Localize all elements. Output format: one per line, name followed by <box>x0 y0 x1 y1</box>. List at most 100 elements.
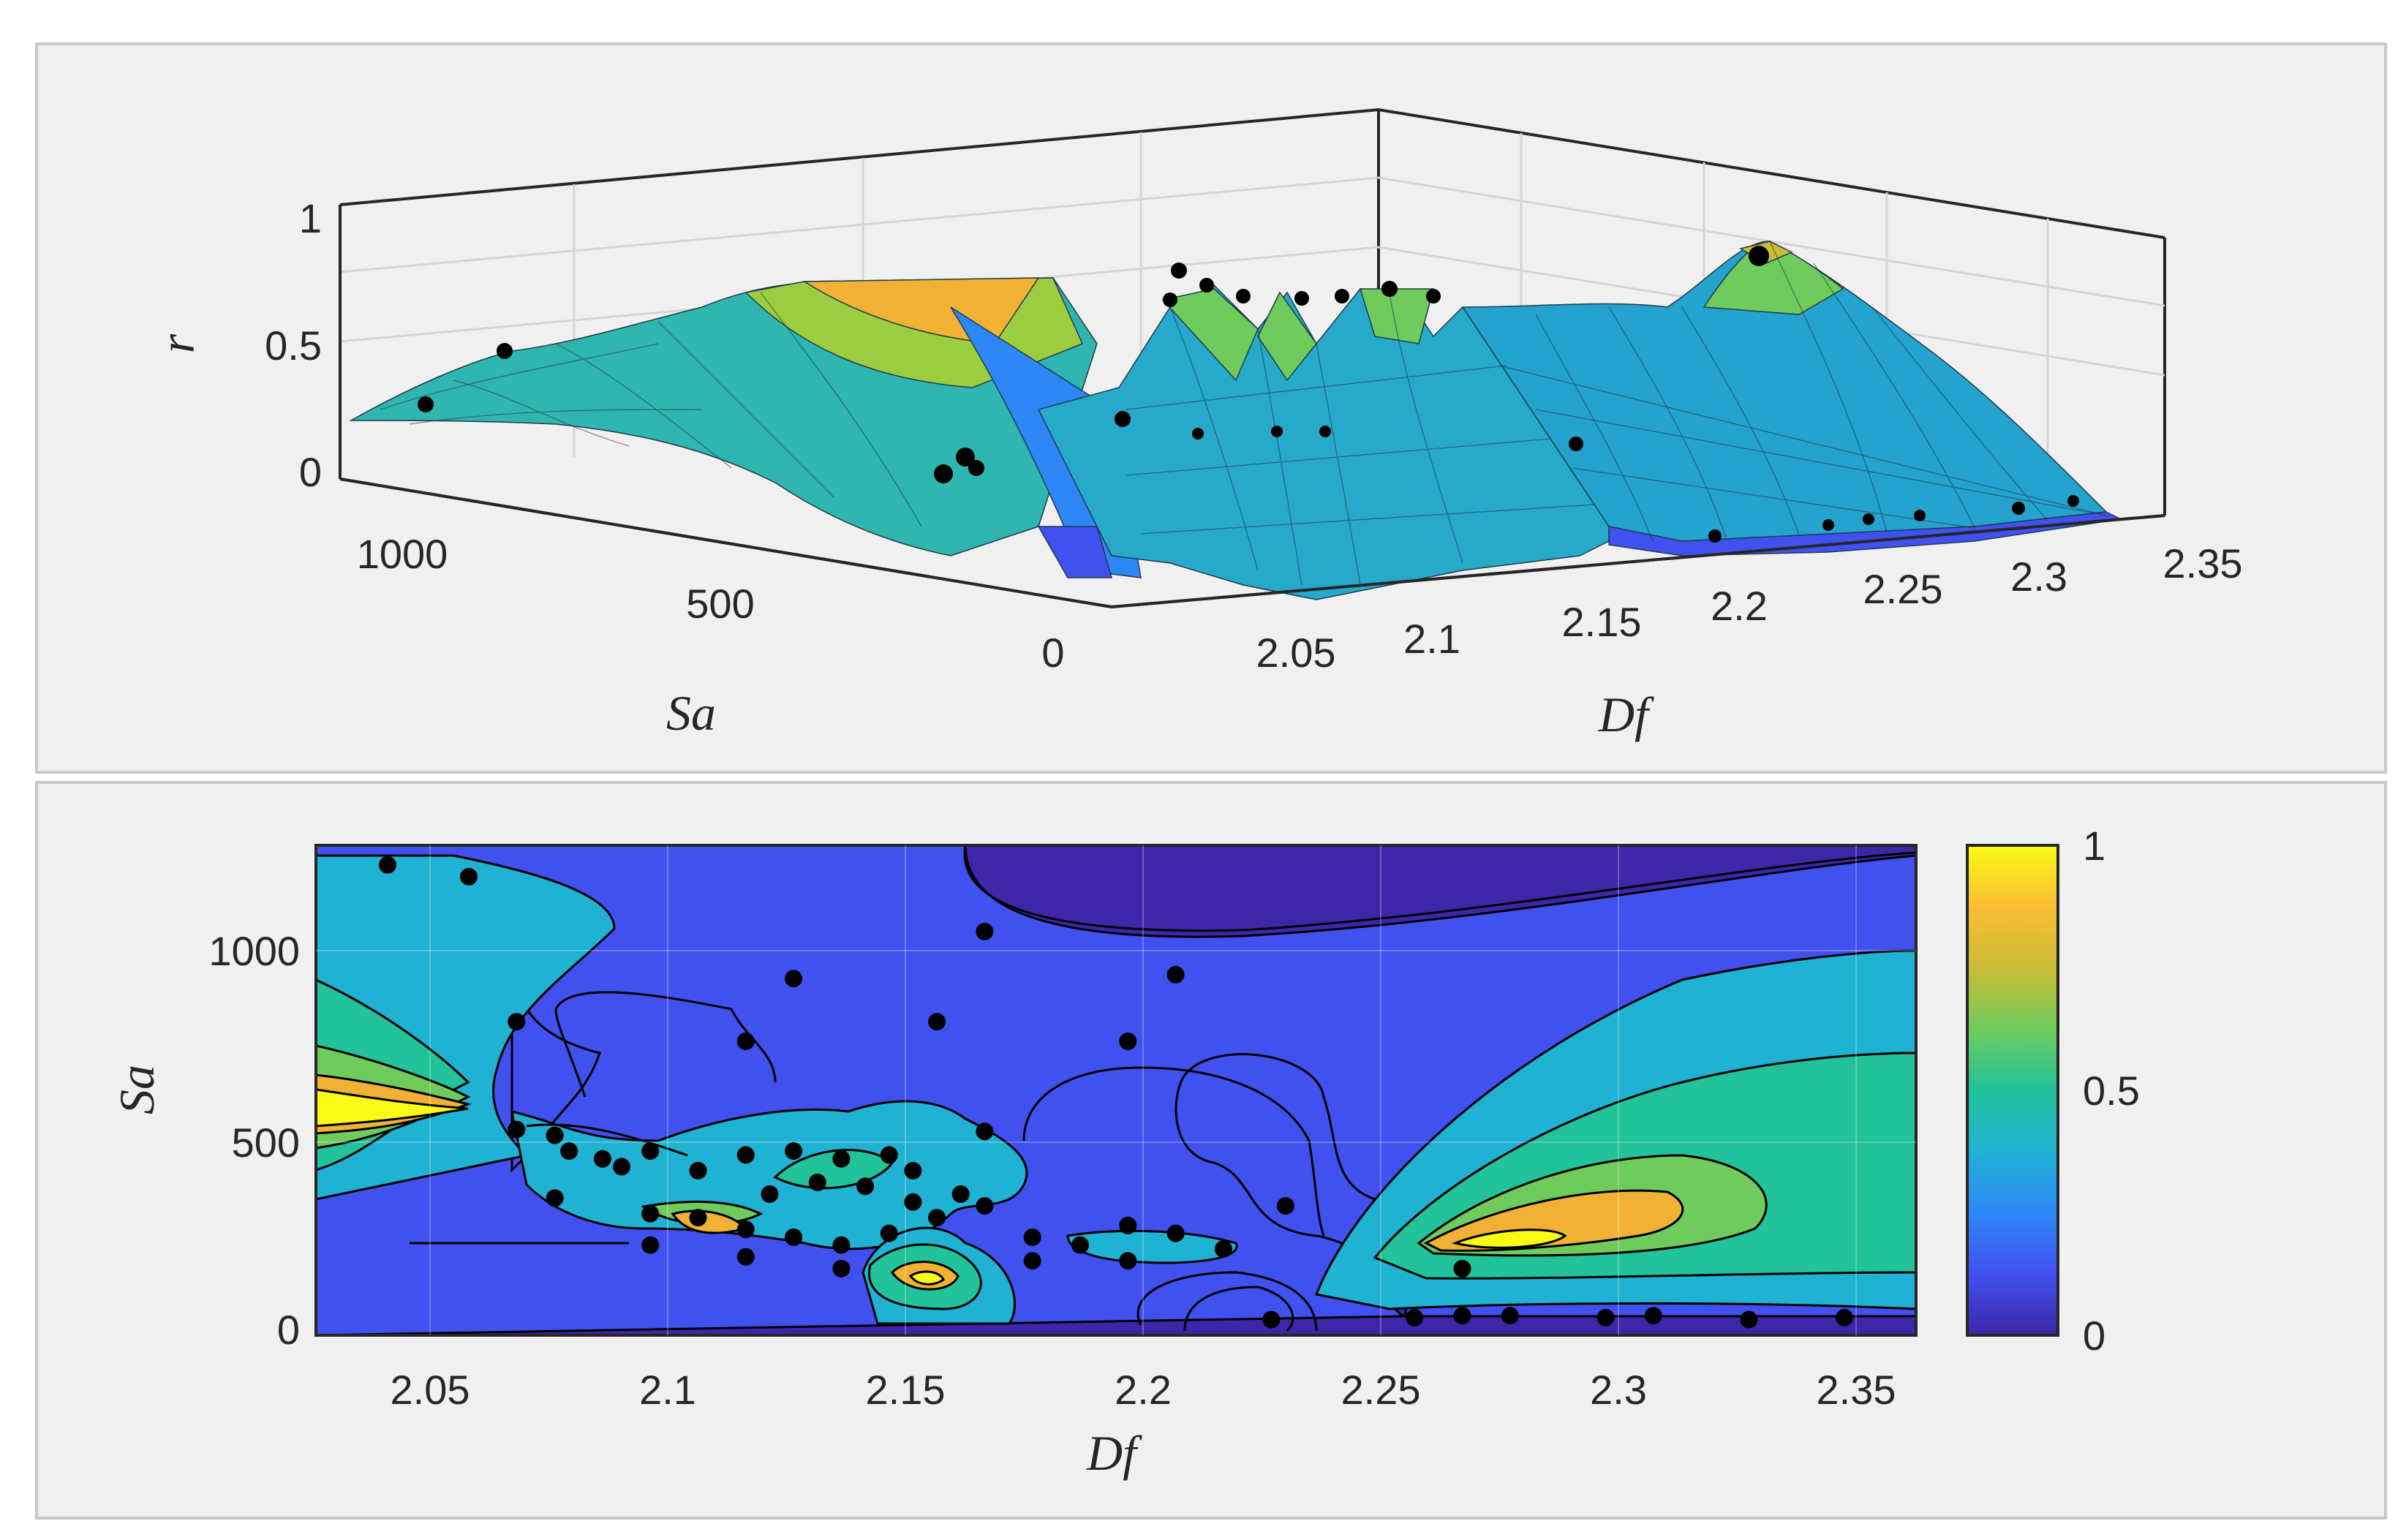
data-point <box>1294 291 1309 306</box>
data-point <box>761 1185 779 1203</box>
data-point <box>641 1236 660 1254</box>
colorbar-tick: 0.5 <box>2083 1068 2140 1114</box>
data-point <box>1192 428 1204 439</box>
data-point <box>1749 246 1769 266</box>
data-point <box>418 396 434 412</box>
data-point <box>1836 1308 1853 1326</box>
data-point <box>736 1248 755 1266</box>
sa-axis-ticks: 1000 500 0 <box>357 531 1065 676</box>
data-point <box>880 1224 898 1242</box>
data-point <box>2012 502 2025 515</box>
data-point <box>1319 426 1331 437</box>
contour-plot: 2.05 2.1 2.15 2.2 2.25 2.3 2.35 1000 500… <box>109 823 2140 1481</box>
data-point <box>976 1197 994 1215</box>
data-point <box>1119 1216 1137 1234</box>
data-point <box>880 1146 898 1164</box>
data-point <box>785 1142 803 1160</box>
data-point <box>976 922 994 940</box>
x-tick: 2.3 <box>1590 1367 1647 1413</box>
data-point <box>832 1259 851 1277</box>
data-point <box>1215 1240 1232 1258</box>
data-point <box>546 1189 564 1207</box>
colorbar-tick: 0 <box>2083 1313 2105 1359</box>
data-point <box>1426 289 1441 303</box>
data-point <box>2067 495 2079 507</box>
data-point <box>1119 1252 1137 1270</box>
contour-level-7 <box>1452 1228 1567 1249</box>
data-point <box>1644 1307 1662 1325</box>
data-point <box>593 1150 611 1168</box>
data-point <box>968 460 984 476</box>
data-point <box>546 1126 564 1144</box>
data-point <box>1381 281 1398 297</box>
data-point <box>976 1122 994 1141</box>
data-point <box>1914 510 1926 521</box>
contour-grid <box>316 845 1916 1335</box>
data-point <box>1863 513 1874 525</box>
data-point <box>1023 1228 1041 1246</box>
data-point <box>856 1177 875 1196</box>
z-tick: 1 <box>299 195 322 241</box>
data-point <box>1171 263 1187 279</box>
data-point <box>832 1236 851 1254</box>
x-tick: 2.1 <box>639 1367 696 1413</box>
data-point <box>928 1013 946 1031</box>
df-tick: 2.1 <box>1403 616 1460 662</box>
data-point <box>460 867 478 886</box>
data-point <box>1119 1033 1137 1050</box>
data-point <box>1335 289 1349 303</box>
contour-y-ticks: 1000 500 0 <box>208 928 300 1353</box>
data-point <box>1271 426 1283 437</box>
sa-tick: 1000 <box>357 531 448 577</box>
contour-level-7c <box>908 1270 945 1286</box>
y-tick: 0 <box>277 1307 300 1353</box>
surface-observed-points <box>418 246 2079 543</box>
surface-mesh <box>349 241 2123 600</box>
data-point <box>560 1142 578 1160</box>
data-point <box>785 970 803 988</box>
data-point <box>1276 1197 1294 1215</box>
data-point <box>736 1033 755 1050</box>
df-tick: 2.15 <box>1562 599 1642 645</box>
x-tick: 2.2 <box>1115 1367 1172 1413</box>
data-point <box>1569 437 1583 451</box>
data-point <box>1596 1308 1615 1326</box>
y-tick: 500 <box>232 1120 300 1166</box>
data-point <box>785 1228 803 1246</box>
sa-axis-label: Sa <box>666 685 716 741</box>
contour-axes-box <box>314 844 1918 1337</box>
contour-lines <box>409 845 1916 1332</box>
front-axes <box>339 205 2165 608</box>
contour-level-7b <box>316 1088 469 1128</box>
data-point <box>613 1158 630 1176</box>
data-point <box>1071 1236 1089 1254</box>
df-tick: 2.05 <box>1256 630 1336 676</box>
data-point <box>736 1146 755 1164</box>
data-point <box>904 1193 922 1211</box>
df-tick: 2.35 <box>2163 540 2243 586</box>
contour-y-axis-label: Sa <box>109 1065 165 1114</box>
z-tick: 0.5 <box>265 322 322 369</box>
data-point <box>1199 278 1214 292</box>
z-axis-label: r <box>149 333 205 353</box>
data-point <box>1406 1308 1424 1326</box>
x-tick: 2.35 <box>1817 1367 1896 1413</box>
colorbar-ticks: 1 0.5 0 <box>2083 823 2140 1359</box>
data-point <box>1453 1307 1471 1325</box>
data-point <box>956 448 975 467</box>
x-tick: 2.15 <box>866 1367 946 1413</box>
colorbar-tick: 1 <box>2083 823 2105 869</box>
data-point <box>1501 1307 1519 1325</box>
data-point <box>928 1209 946 1227</box>
data-point <box>736 1220 755 1239</box>
surface-wireframe <box>380 241 2107 586</box>
x-tick: 2.05 <box>391 1367 470 1413</box>
data-point <box>808 1174 826 1191</box>
colorbar-gradient <box>1966 844 2059 1337</box>
z-tick: 0 <box>299 449 322 495</box>
data-point <box>1822 519 1834 531</box>
data-point <box>1453 1259 1471 1277</box>
data-point <box>904 1161 922 1179</box>
data-point <box>1115 411 1131 427</box>
